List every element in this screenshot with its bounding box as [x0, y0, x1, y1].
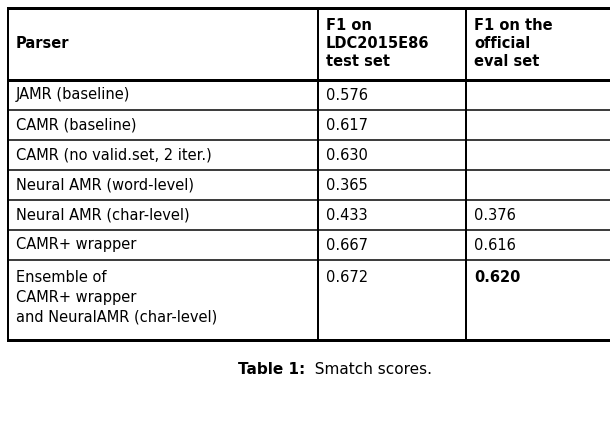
Text: Table 1:: Table 1: [238, 362, 305, 377]
Text: 0.433: 0.433 [326, 208, 368, 223]
Text: 0.672: 0.672 [326, 270, 368, 285]
Text: 0.667: 0.667 [326, 238, 368, 253]
Text: CAMR (baseline): CAMR (baseline) [16, 117, 137, 132]
Text: Smatch scores.: Smatch scores. [305, 362, 432, 377]
Text: 0.376: 0.376 [474, 208, 516, 223]
Text: F1 on the
official
eval set: F1 on the official eval set [474, 18, 553, 70]
Text: CAMR+ wrapper: CAMR+ wrapper [16, 238, 137, 253]
Text: Neural AMR (word-level): Neural AMR (word-level) [16, 177, 194, 192]
Text: 0.616: 0.616 [474, 238, 516, 253]
Text: F1 on
LDC2015E86
test set: F1 on LDC2015E86 test set [326, 18, 429, 70]
Text: 0.365: 0.365 [326, 177, 368, 192]
Text: 0.576: 0.576 [326, 88, 368, 103]
Text: 0.620: 0.620 [474, 270, 520, 285]
Text: Parser: Parser [16, 37, 70, 51]
Text: 0.617: 0.617 [326, 117, 368, 132]
Text: Neural AMR (char-level): Neural AMR (char-level) [16, 208, 190, 223]
Text: JAMR (baseline): JAMR (baseline) [16, 88, 131, 103]
Text: 0.630: 0.630 [326, 147, 368, 162]
Text: Ensemble of
CAMR+ wrapper
and NeuralAMR (char-level): Ensemble of CAMR+ wrapper and NeuralAMR … [16, 270, 217, 325]
Text: CAMR (no valid.set, 2 iter.): CAMR (no valid.set, 2 iter.) [16, 147, 212, 162]
